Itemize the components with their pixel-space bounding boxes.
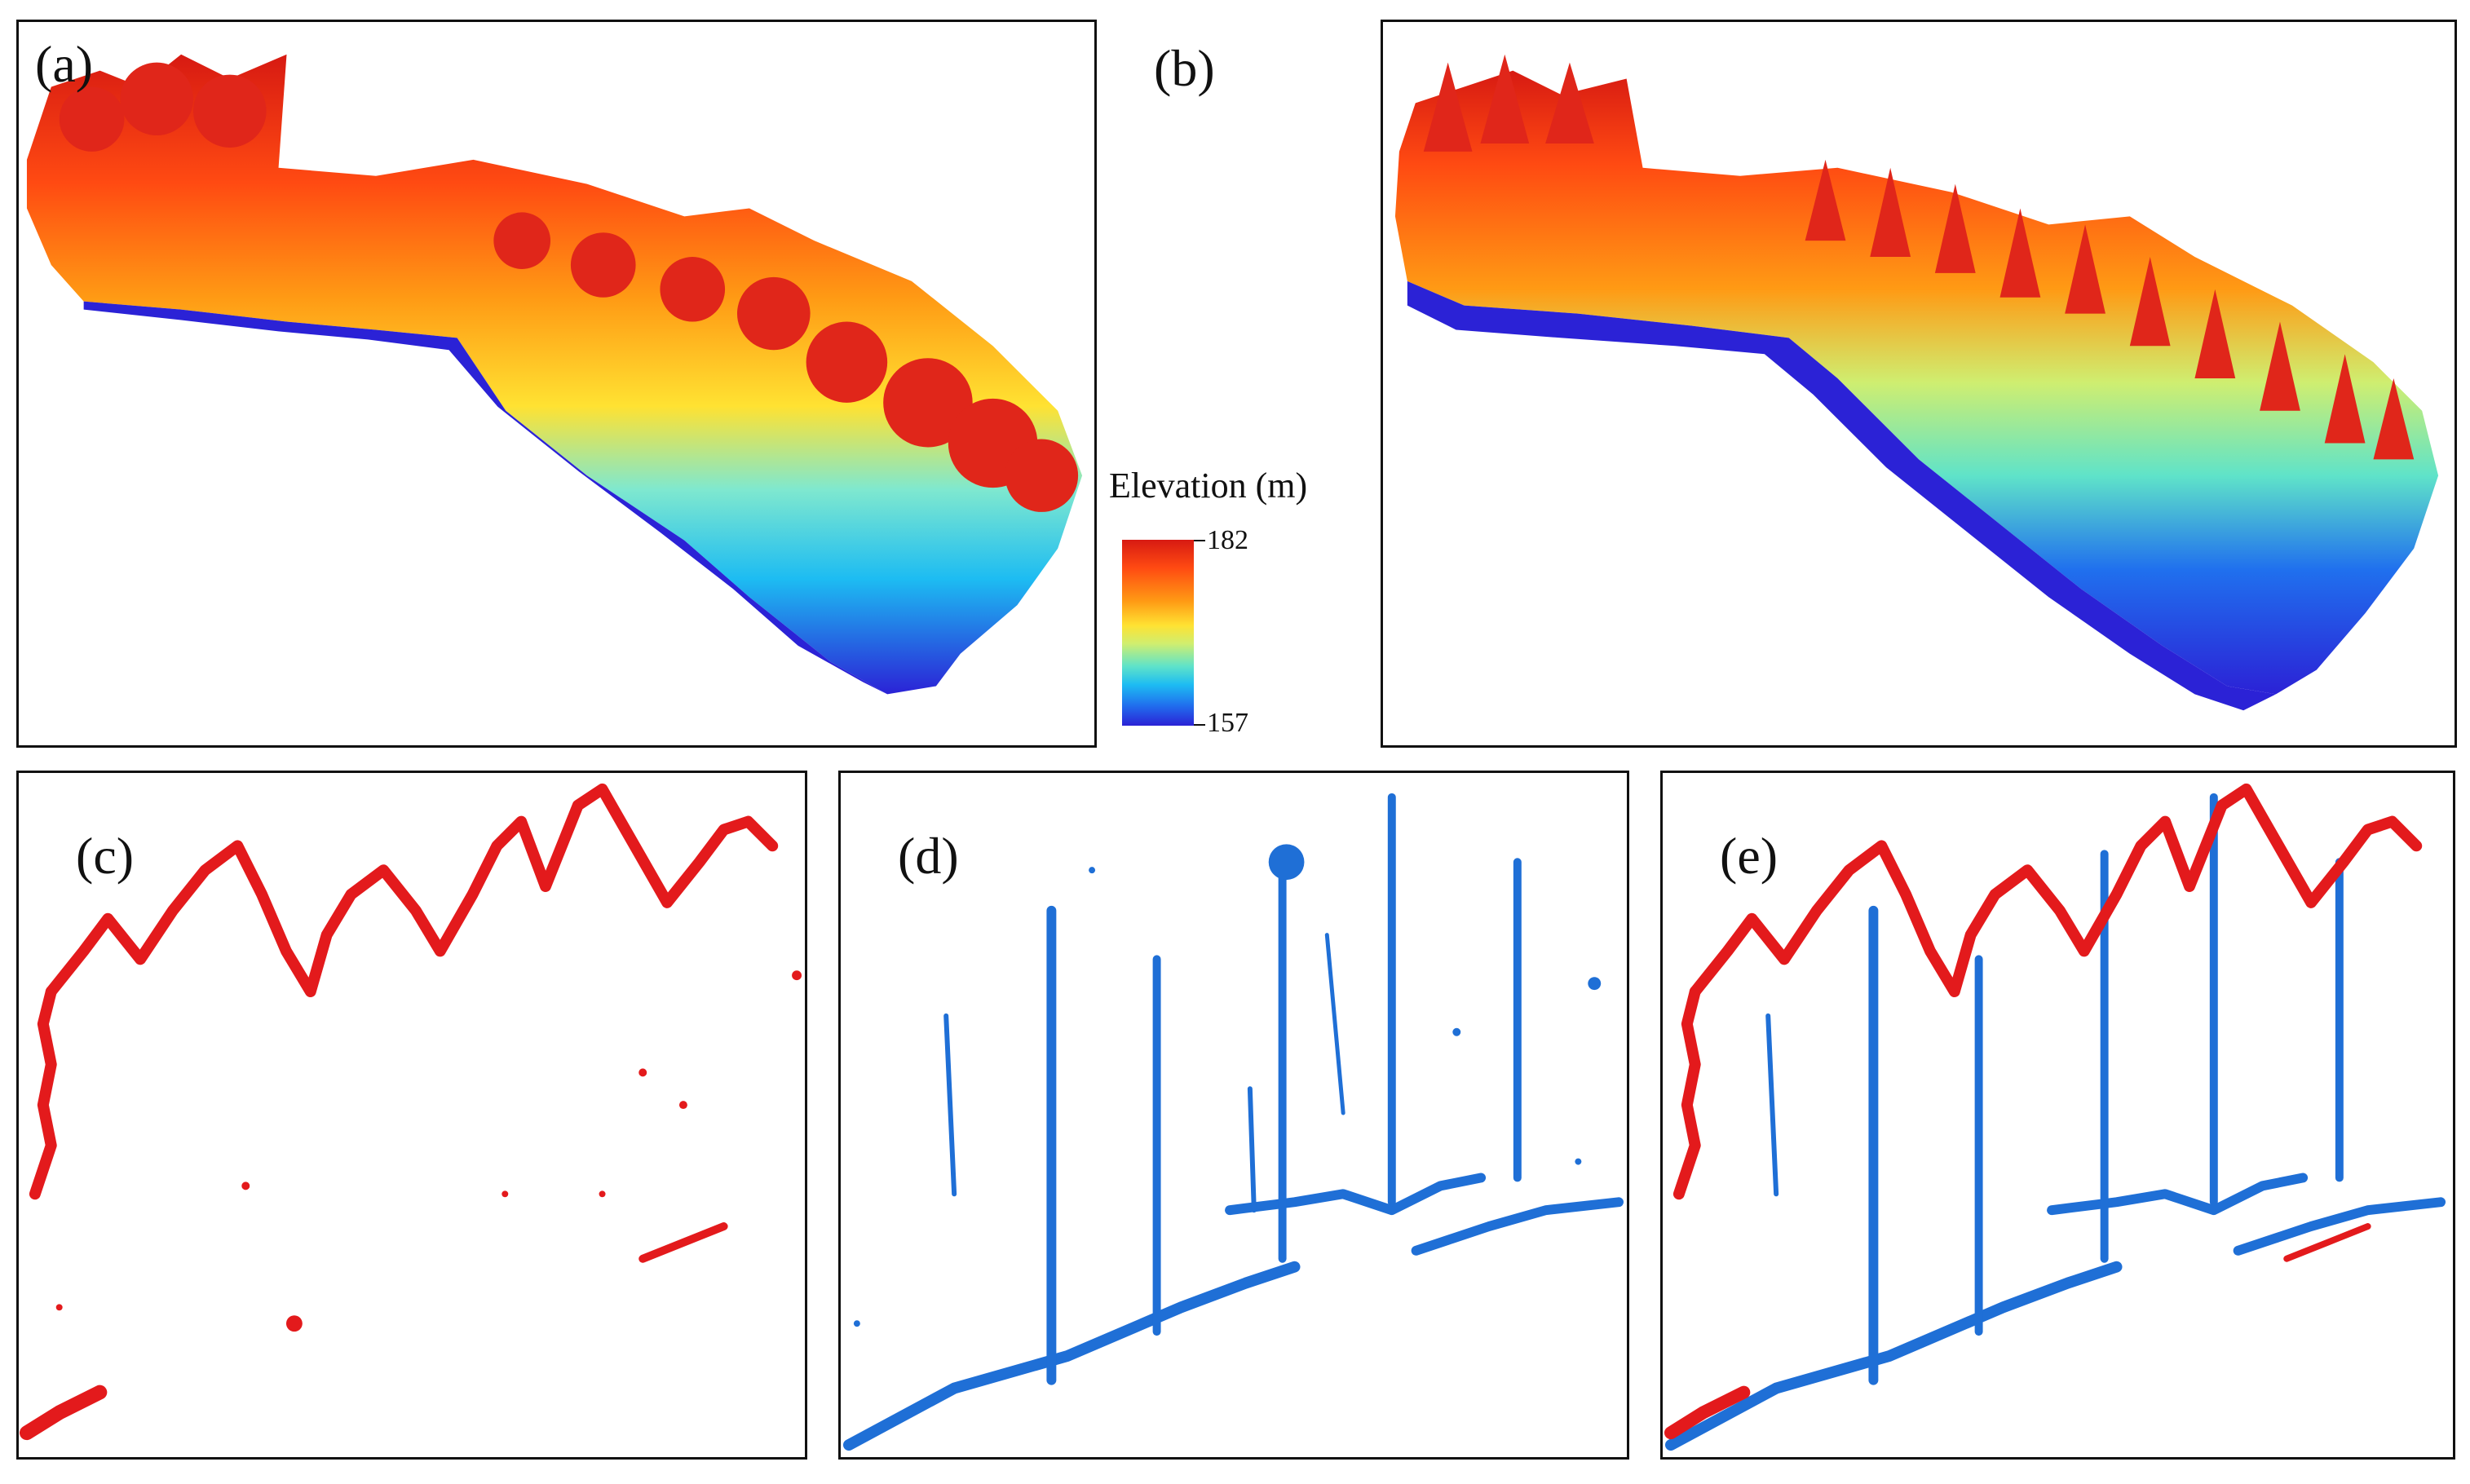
ground-fragment-c <box>19 1385 108 1441</box>
ground-line-e <box>1664 1261 2123 1451</box>
stem-points-d <box>842 793 1624 1451</box>
panel-label-d: (d) <box>898 827 959 885</box>
crown-lower-c <box>29 986 57 1200</box>
tree-crowns-a <box>59 62 1079 512</box>
crown-profile-e <box>1689 783 2423 998</box>
point-cloud-a <box>26 54 1083 695</box>
ground-fragment-c2 <box>638 1222 728 1263</box>
ground-line-d2 <box>1225 1173 1487 1216</box>
panel-label-e: (e) <box>1720 827 1778 885</box>
panel-label-c: (c) <box>76 827 135 885</box>
point-cloud-b <box>1394 54 2439 711</box>
branch-e-1 <box>1765 1013 1779 1197</box>
terrain-surface-b <box>1394 70 2439 695</box>
legend-min-label: 157 <box>1207 708 1248 738</box>
crown-profile-c <box>45 783 779 998</box>
ground-fragment-e <box>1664 1385 1751 1440</box>
terrain-surface-a <box>26 54 1083 695</box>
panel-b: (b) <box>1381 20 2457 748</box>
legend-tick-min <box>1194 724 1205 726</box>
crown-lower-e <box>1672 986 1701 1200</box>
panel-a: (a) <box>16 20 1097 748</box>
ground-line-e2 <box>2047 1173 2309 1216</box>
crown-points-c <box>19 783 802 1441</box>
panel-label-a: (a) <box>35 35 94 93</box>
combined-points-e <box>1664 783 2446 1451</box>
ground-line-d3 <box>1411 1197 1624 1256</box>
legend-tick-max <box>1194 540 1205 541</box>
panel-e: (e) <box>1660 771 2455 1460</box>
panel-d: (d) <box>838 771 1629 1460</box>
scatter-points-c <box>55 970 802 1332</box>
ground-fragment-e2 <box>2283 1223 2371 1262</box>
panel-label-b-outer: (b) <box>1154 39 1215 97</box>
legend-title: Elevation (m) <box>1109 466 1308 506</box>
scatter-points-d <box>853 844 1602 1327</box>
legend-colorbar <box>1122 540 1194 726</box>
branch-3 <box>1324 933 1345 1115</box>
tree-crowns-b <box>1423 54 2415 460</box>
panel-c: (c) <box>16 771 807 1460</box>
ground-line-e3 <box>2233 1197 2446 1256</box>
branch-1 <box>943 1013 957 1197</box>
ground-edge-b <box>1407 280 2276 711</box>
elevation-legend: Elevation (m) 182 157 <box>1109 465 1370 742</box>
ground-line-d <box>842 1261 1301 1451</box>
branch-2 <box>1247 1086 1257 1213</box>
legend-max-label: 182 <box>1207 525 1248 555</box>
